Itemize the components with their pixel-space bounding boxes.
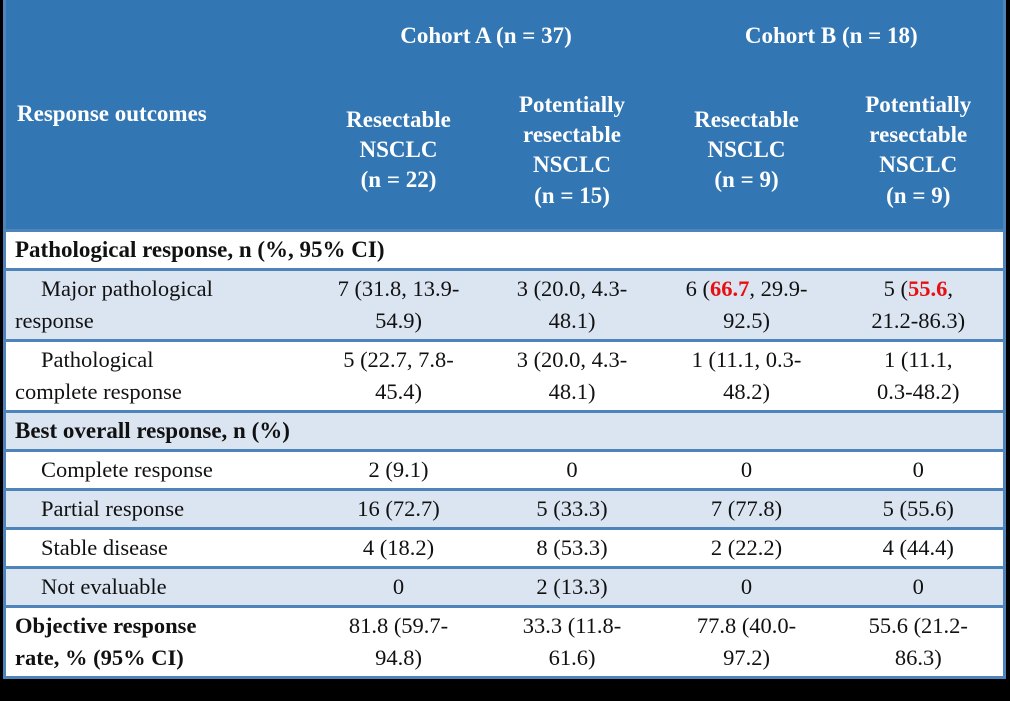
- data-row: Major pathological response 7 (31.8, 13.9…: [4, 269, 1005, 340]
- data-row: Stable disease 4 (18.2) 8 (53.3) 2 (22.2) 4 …: [4, 528, 1005, 567]
- value-cell: 4 (44.4): [882, 534, 954, 560]
- table-header: Response outcomes Cohort A (n = 37) Coho…: [4, 0, 1005, 230]
- value-cell: 0: [912, 573, 924, 599]
- section-label-cell: Best overall response, n (%): [15, 417, 290, 443]
- row-label-cell: Partial response: [41, 495, 185, 521]
- value-cell: 3 (20.0, 4.3- 48.1): [516, 275, 628, 333]
- value-text: , 29.9- 92.5): [723, 275, 808, 333]
- data-row: Objective response rate, % (95% CI) 81.8 …: [4, 606, 1005, 677]
- value-cell: 2 (22.2): [710, 534, 783, 560]
- value-cell: 7 (31.8, 13.9- 54.9): [337, 275, 460, 333]
- value-cell: 33.3 (11.8- 61.6): [522, 612, 622, 670]
- row-label-cell: Stable disease: [41, 534, 168, 560]
- row-label-cell: Complete response: [41, 456, 213, 482]
- section-label-cell: Pathological response, n (%, 95% CI): [15, 236, 385, 262]
- section-row: Best overall response, n (%): [4, 411, 1005, 450]
- highlighted-value: 55.6: [907, 275, 948, 301]
- value-cell: 7 (77.8): [710, 495, 783, 521]
- subcolumn-header-resectable-b: Resectable NSCLC (n = 9): [659, 72, 834, 230]
- value-cell: 0: [740, 573, 753, 599]
- value-cell: 81.8 (59.7- 94.8): [348, 612, 449, 670]
- value-cell: 0: [740, 456, 753, 482]
- data-row: Complete response 2 (9.1) 0 0 0: [4, 450, 1005, 489]
- value-cell: 5 (55.6): [882, 495, 954, 521]
- subcolumn-header-potentially-resectable-b: Potentially resectable NSCLC (n = 9): [833, 72, 1005, 230]
- row-label-cell: Pathological complete response: [15, 346, 182, 404]
- subcolumn-header-row: Resectable NSCLC (n = 22) Potentially re…: [5, 72, 1005, 230]
- value-text: 5 (: [883, 275, 908, 301]
- value-cell: 2 (13.3): [536, 573, 608, 599]
- results-table: Response outcomes Cohort A (n = 37) Coho…: [3, 0, 1007, 679]
- row-label-cell: Objective response rate, % (95% CI): [15, 612, 197, 670]
- data-row: Pathological complete response 5 (22.7, 7…: [4, 340, 1005, 411]
- value-cell: 55.6 (21.2- 86.3): [868, 612, 968, 670]
- response-outcomes-header: Response outcomes: [4, 0, 313, 230]
- cohort-b-header: Cohort B (n = 18): [659, 0, 1005, 72]
- value-cell: 6 (66.7, 29.9- 92.5): [660, 269, 834, 340]
- value-text: 6 (: [685, 275, 710, 301]
- cohort-header-row: Response outcomes Cohort A (n = 37) Coho…: [4, 0, 1005, 230]
- value-cell: 77.8 (40.0- 97.2): [696, 612, 797, 670]
- value-cell: 0: [392, 573, 405, 599]
- value-cell: 8 (53.3): [536, 534, 608, 560]
- value-cell: 5 (33.3): [536, 495, 608, 521]
- row-label-cell: Major pathological response: [15, 275, 213, 333]
- table-body: Pathological response, n (%, 95% CI) Majo…: [4, 230, 1005, 677]
- value-text: , 21.2-86.3): [871, 275, 966, 333]
- cohort-a-header: Cohort A (n = 37): [312, 0, 660, 72]
- value-cell: 5 (22.7, 7.8- 45.4): [343, 346, 454, 404]
- row-label-cell: Not evaluable: [41, 573, 167, 599]
- value-cell: 0: [912, 456, 924, 482]
- value-cell: 1 (11.1, 0.3-48.2): [877, 346, 960, 404]
- value-cell: 5 (55.6, 21.2-86.3): [834, 269, 1005, 340]
- value-cell: 2 (9.1): [368, 456, 429, 482]
- value-cell: 4 (18.2): [362, 534, 435, 560]
- highlighted-value: 66.7: [709, 275, 750, 301]
- value-cell: 16 (72.7): [357, 495, 440, 521]
- subcolumn-header-resectable-a: Resectable NSCLC (n = 22): [312, 72, 485, 230]
- section-row: Pathological response, n (%, 95% CI): [4, 230, 1005, 269]
- value-cell: 0: [566, 456, 578, 482]
- data-row: Partial response 16 (72.7) 5 (33.3) 7 (77.8…: [4, 489, 1005, 528]
- subcolumn-header-potentially-resectable-a: Potentially resectable NSCLC (n = 15): [484, 72, 660, 230]
- value-cell: 3 (20.0, 4.3- 48.1): [516, 346, 628, 404]
- data-row: Not evaluable 0 2 (13.3) 0 0: [4, 567, 1005, 606]
- value-cell: 1 (11.1, 0.3- 48.2): [691, 346, 802, 404]
